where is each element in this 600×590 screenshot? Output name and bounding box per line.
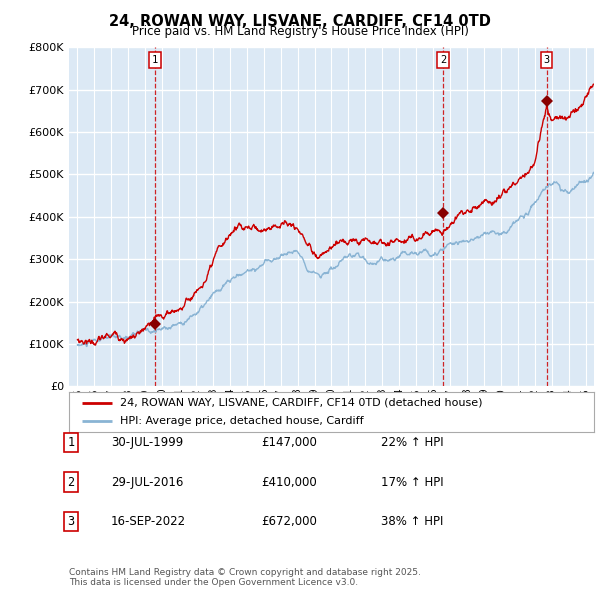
Text: 2: 2 <box>67 476 74 489</box>
Text: 16-SEP-2022: 16-SEP-2022 <box>111 515 186 528</box>
Text: 38% ↑ HPI: 38% ↑ HPI <box>381 515 443 528</box>
Text: 1: 1 <box>152 55 158 65</box>
Text: £147,000: £147,000 <box>261 436 317 449</box>
Text: 3: 3 <box>544 55 550 65</box>
Text: 17% ↑ HPI: 17% ↑ HPI <box>381 476 443 489</box>
Text: Contains HM Land Registry data © Crown copyright and database right 2025.
This d: Contains HM Land Registry data © Crown c… <box>69 568 421 587</box>
Text: 24, ROWAN WAY, LISVANE, CARDIFF, CF14 0TD (detached house): 24, ROWAN WAY, LISVANE, CARDIFF, CF14 0T… <box>120 398 482 408</box>
Text: 24, ROWAN WAY, LISVANE, CARDIFF, CF14 0TD: 24, ROWAN WAY, LISVANE, CARDIFF, CF14 0T… <box>109 14 491 28</box>
Text: £410,000: £410,000 <box>261 476 317 489</box>
Text: 3: 3 <box>67 515 74 528</box>
Text: 30-JUL-1999: 30-JUL-1999 <box>111 436 183 449</box>
Text: Price paid vs. HM Land Registry's House Price Index (HPI): Price paid vs. HM Land Registry's House … <box>131 25 469 38</box>
Text: 29-JUL-2016: 29-JUL-2016 <box>111 476 184 489</box>
Text: 22% ↑ HPI: 22% ↑ HPI <box>381 436 443 449</box>
Text: £672,000: £672,000 <box>261 515 317 528</box>
Text: 1: 1 <box>67 436 74 449</box>
Text: 2: 2 <box>440 55 446 65</box>
Text: HPI: Average price, detached house, Cardiff: HPI: Average price, detached house, Card… <box>120 416 364 426</box>
